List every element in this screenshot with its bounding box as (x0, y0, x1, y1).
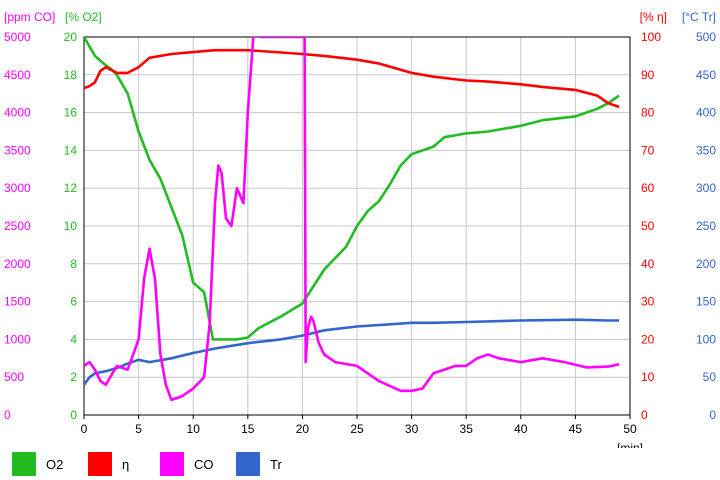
x-tick-label: 15 (241, 422, 255, 436)
y-tick-label-tr: 300 (696, 181, 716, 195)
legend-label-eta: η (122, 456, 130, 472)
x-tick-label: 50 (623, 422, 637, 436)
y-tick-label-eta: 100 (641, 30, 661, 44)
y-tick-label-tr: 0 (709, 408, 716, 422)
y-tick-label-eta: 30 (641, 295, 655, 309)
legend-item-eta: η (88, 452, 129, 476)
y-tick-label-tr: 250 (696, 219, 716, 233)
x-tick-label: 0 (81, 422, 88, 436)
y-tick-label-eta: 50 (641, 219, 655, 233)
legend-label-tr: Tr (270, 456, 282, 472)
line-chart: 0 5 10 15 20 25 30 35 40 45 50[min]050010001500200… (4, 10, 717, 448)
legend-swatch-co (160, 452, 184, 476)
y-tick-label-tr: 500 (696, 30, 716, 44)
axis-title-eta: [% η] (640, 10, 667, 24)
x-tick-label: 25 (350, 422, 364, 436)
y-tick-label-o2: 14 (64, 143, 78, 157)
legend-label-o2: O2 (46, 456, 64, 472)
x-tick-label: 45 (569, 422, 583, 436)
y-tick-label-co: 2500 (4, 219, 31, 233)
x-tick-label: 10 (187, 422, 201, 436)
y-tick-label-eta: 60 (641, 181, 655, 195)
y-tick-label-tr: 50 (703, 370, 717, 384)
legend-label-co: CO (194, 456, 214, 472)
y-tick-label-eta: 0 (641, 408, 648, 422)
legend-item-co: CO (160, 452, 214, 476)
x-tick-label: 40 (514, 422, 528, 436)
y-tick-label-co: 5000 (4, 30, 31, 44)
y-tick-label-eta: 10 (641, 370, 655, 384)
x-axis-label: [min] (617, 441, 643, 448)
y-tick-label-tr: 100 (696, 332, 716, 346)
y-tick-label-co: 1000 (4, 332, 31, 346)
y-tick-label-tr: 350 (696, 143, 716, 157)
y-tick-label-eta: 70 (641, 143, 655, 157)
y-tick-label-o2: 12 (64, 181, 78, 195)
y-tick-label-o2: 6 (70, 295, 77, 309)
legend-item-tr: Tr (236, 452, 282, 476)
y-tick-label-eta: 80 (641, 106, 655, 120)
y-tick-label-co: 4000 (4, 106, 31, 120)
axis-title-tr: [°C Tr] (682, 10, 716, 24)
y-tick-label-co: 3000 (4, 181, 31, 195)
legend-swatch-o2 (12, 452, 36, 476)
y-tick-label-eta: 20 (641, 332, 655, 346)
y-tick-label-o2: 10 (64, 219, 78, 233)
y-tick-label-co: 500 (4, 370, 24, 384)
y-tick-label-co: 2000 (4, 257, 31, 271)
legend-swatch-eta (88, 452, 112, 476)
y-tick-label-tr: 150 (696, 295, 716, 309)
y-tick-label-o2: 8 (70, 257, 77, 271)
y-tick-label-o2: 20 (64, 30, 78, 44)
x-tick-label: 35 (460, 422, 474, 436)
series-line-co (84, 37, 620, 402)
y-tick-label-o2: 16 (64, 106, 78, 120)
x-tick-label: 30 (405, 422, 419, 436)
y-tick-label-co: 0 (4, 408, 11, 422)
series-line-eta (84, 48, 620, 109)
y-tick-label-o2: 2 (70, 370, 77, 384)
y-tick-label-co: 1500 (4, 295, 31, 309)
legend-item-o2: O2 (12, 452, 63, 476)
y-tick-label-tr: 450 (696, 68, 716, 82)
y-tick-label-eta: 90 (641, 68, 655, 82)
y-tick-label-o2: 18 (64, 68, 78, 82)
series-line-o2 (84, 37, 620, 341)
x-tick-label: 5 (135, 422, 142, 436)
y-tick-label-co: 3500 (4, 143, 31, 157)
axis-title-o2: [% O2] (65, 10, 102, 24)
y-tick-label-o2: 4 (70, 332, 77, 346)
y-tick-label-o2: 0 (70, 408, 77, 422)
y-tick-label-tr: 200 (696, 257, 716, 271)
y-tick-label-eta: 40 (641, 257, 655, 271)
y-tick-label-co: 4500 (4, 68, 31, 82)
axis-title-co: [ppm CO] (4, 10, 55, 24)
x-tick-label: 20 (296, 422, 310, 436)
y-tick-label-tr: 400 (696, 106, 716, 120)
legend-swatch-tr (236, 452, 260, 476)
